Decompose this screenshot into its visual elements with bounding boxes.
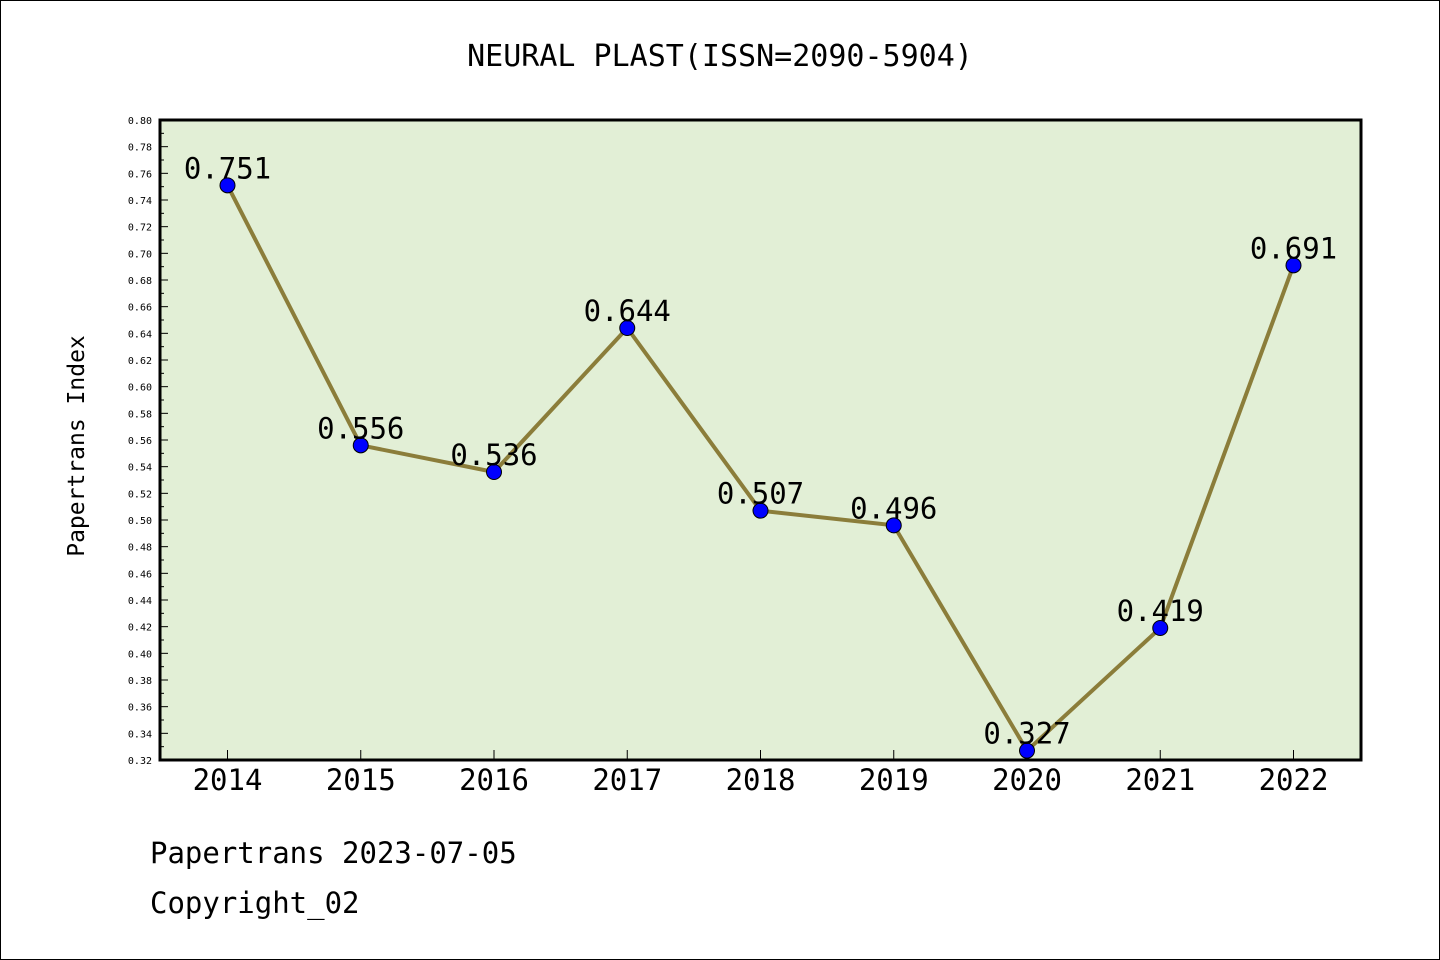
data-point <box>219 177 236 194</box>
x-tick-label: 2015 <box>326 763 396 797</box>
y-tick-label: 0.52 <box>128 489 152 500</box>
y-tick-label: 0.70 <box>128 249 152 260</box>
data-point <box>1019 742 1035 759</box>
x-tick-label: 2020 <box>992 763 1062 797</box>
y-tick-label: 0.38 <box>128 676 152 687</box>
y-tick-label: 0.40 <box>128 649 152 660</box>
data-point <box>352 437 369 454</box>
x-tick-label: 2021 <box>1125 763 1195 797</box>
chart-title: NEURAL PLAST(ISSN=2090-5904) <box>467 39 973 74</box>
data-point <box>486 464 502 480</box>
data-label: 0.556 <box>317 411 404 445</box>
y-tick-label: 0.58 <box>128 409 152 420</box>
footer-copyright: Copyright_02 <box>150 886 360 920</box>
y-tick-label: 0.74 <box>128 196 152 207</box>
data-label: 0.644 <box>584 294 671 328</box>
x-tick-label: 2019 <box>859 763 929 797</box>
data-point <box>1152 620 1169 636</box>
y-tick-label: 0.78 <box>128 143 152 154</box>
y-tick-label: 0.46 <box>128 569 152 580</box>
y-tick-label: 0.44 <box>128 596 152 607</box>
y-tick-label: 0.76 <box>128 169 152 180</box>
data-point <box>752 502 769 519</box>
y-tick-label: 0.56 <box>128 436 152 447</box>
y-axis: 0.32 0.34 0.36 0.38 0.40 0.42 0.44 0.46 0.48 0.50… <box>128 116 168 767</box>
data-label: 0.536 <box>450 438 537 472</box>
y-tick-label: 0.48 <box>128 543 152 554</box>
data-point <box>1285 257 1302 274</box>
footer-date: Papertrans 2023-07-05 <box>150 836 517 870</box>
x-tick-label: 2014 <box>193 763 263 797</box>
y-tick-label: 0.36 <box>128 703 152 714</box>
y-tick-label: 0.68 <box>128 276 152 287</box>
data-label: 0.691 <box>1250 231 1337 265</box>
y-tick-label: 0.80 <box>128 116 152 127</box>
y-tick-label: 0.64 <box>128 329 152 340</box>
y-tick-label: 0.72 <box>128 223 152 234</box>
y-tick-label: 0.54 <box>128 463 152 474</box>
data-label: 0.419 <box>1117 594 1204 628</box>
y-tick-label: 0.62 <box>128 356 152 367</box>
data-label: 0.507 <box>717 477 804 511</box>
y-tick-label: 0.42 <box>128 623 152 634</box>
y-tick-label: 0.66 <box>128 303 152 314</box>
series-line-group <box>219 177 1302 759</box>
data-label: 0.327 <box>983 717 1070 751</box>
y-tick-label: 0.34 <box>128 729 152 740</box>
y-axis-label: Papertrans Index <box>64 335 90 557</box>
x-tick-label: 2018 <box>726 763 796 797</box>
data-point <box>885 517 902 534</box>
data-point <box>619 320 636 336</box>
x-axis: 2014 2015 2016 2017 2018 2019 2020 2021 2022 <box>193 750 1329 797</box>
data-labels: 0.751 0.556 0.536 0.644 0.507 0.496 0.327 0.419… <box>184 151 1337 750</box>
y-tick-label: 0.60 <box>128 383 152 394</box>
data-label: 0.751 <box>184 151 271 185</box>
data-label: 0.496 <box>850 491 937 525</box>
x-tick-label: 2016 <box>459 763 529 797</box>
y-tick-label: 0.50 <box>128 516 152 527</box>
x-tick-label: 2022 <box>1259 763 1329 797</box>
x-tick-label: 2017 <box>592 763 662 797</box>
y-tick-label: 0.32 <box>128 756 152 767</box>
